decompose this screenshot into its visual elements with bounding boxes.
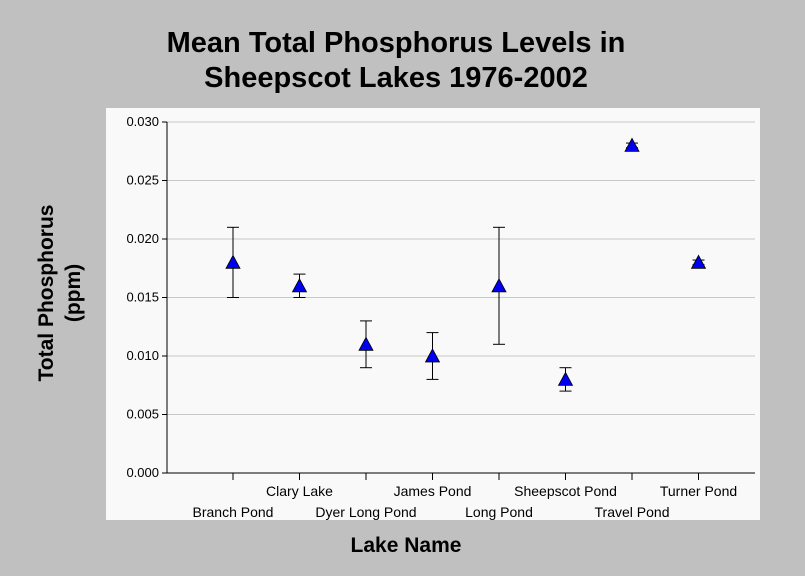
y-tick-label: 0.030 bbox=[126, 114, 159, 129]
y-tick-label: 0.010 bbox=[126, 348, 159, 363]
data-point-marker bbox=[358, 336, 374, 351]
y-tick-label: 0.025 bbox=[126, 173, 159, 188]
chart-title-line-2: Sheepscot Lakes 1976-2002 bbox=[204, 62, 588, 94]
x-category-label: Clary Lake bbox=[266, 483, 333, 499]
x-category-label: Branch Pond bbox=[193, 504, 274, 520]
x-category-label: Turner Pond bbox=[660, 483, 737, 499]
x-category-label: Travel Pond bbox=[595, 504, 670, 520]
y-tick-label: 0.000 bbox=[126, 465, 159, 480]
axes bbox=[166, 122, 755, 474]
data-point-marker bbox=[291, 277, 308, 293]
data-point-marker bbox=[557, 371, 574, 386]
y-axis-title-line-1: Total Phosphorus bbox=[35, 205, 58, 382]
data-point-marker bbox=[690, 254, 707, 269]
x-category-label: Dyer Long Pond bbox=[315, 504, 416, 520]
data-point-marker bbox=[424, 348, 441, 363]
data-point-marker bbox=[624, 137, 640, 152]
y-tick-label: 0.020 bbox=[126, 231, 159, 246]
x-axis-categories: Branch Pond Clary Lake Dyer Long Pond James… bbox=[193, 473, 737, 520]
x-category-label: James Pond bbox=[394, 483, 472, 499]
plot-panel bbox=[106, 108, 760, 520]
y-axis-ticks: 0.000 0.005 0.010 0.015 0.020 0.025 0.030 bbox=[126, 114, 167, 480]
data-point-marker bbox=[225, 254, 241, 269]
chart-title-line-1: Mean Total Phosphorus Levels in bbox=[167, 27, 626, 59]
data-point-marker bbox=[491, 277, 507, 293]
y-tick-label: 0.015 bbox=[126, 290, 159, 305]
x-axis-title: Lake Name bbox=[351, 534, 462, 557]
gridlines bbox=[167, 121, 755, 415]
y-tick-label: 0.005 bbox=[126, 407, 159, 422]
x-category-label: Sheepscot Pond bbox=[514, 483, 617, 499]
y-axis-title-line-2: (ppm) bbox=[62, 264, 85, 322]
data-markers bbox=[225, 137, 707, 386]
x-category-label: Long Pond bbox=[465, 504, 533, 520]
